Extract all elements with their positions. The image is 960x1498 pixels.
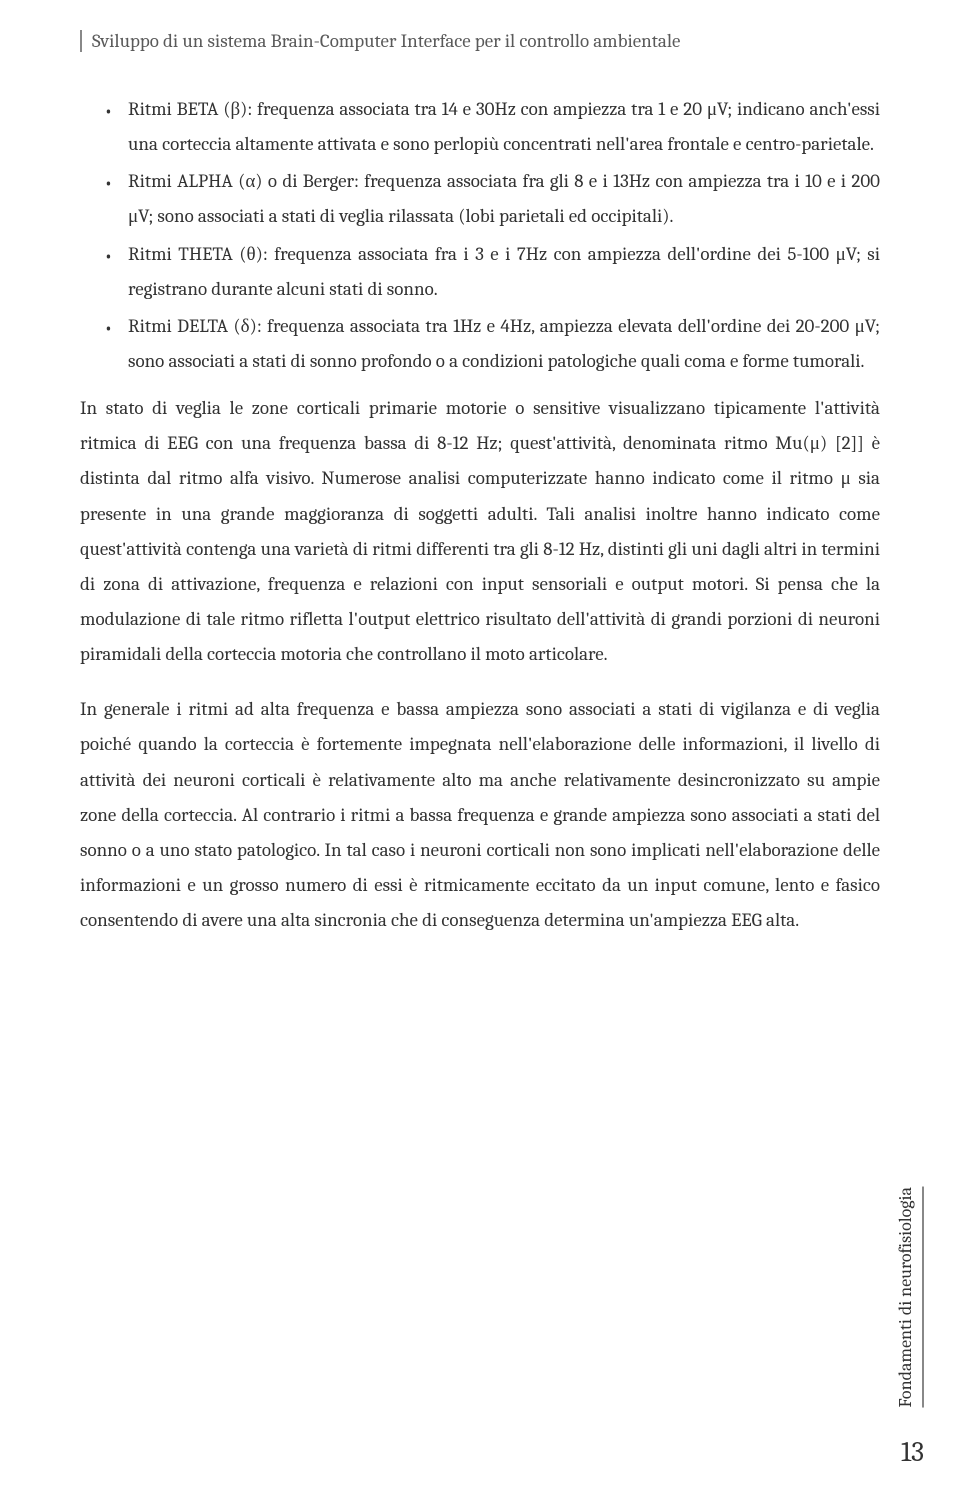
header-bar: Sviluppo di un sistema Brain-Computer In… [80, 30, 880, 52]
side-label: Fondamenti di neurofisiologia [895, 1187, 924, 1408]
header-title: Sviluppo di un sistema Brain-Computer In… [92, 30, 680, 52]
page-container: Sviluppo di un sistema Brain-Computer In… [0, 0, 960, 1498]
page-number: 13 [901, 1436, 924, 1468]
list-item: Ritmi DELTA (δ): frequenza associata tra… [128, 309, 880, 379]
paragraph-2: In generale i ritmi ad alta frequenza e … [80, 692, 880, 938]
list-item: Ritmi THETA (θ): frequenza associata fra… [128, 237, 880, 307]
content-area: Ritmi BETA (β): frequenza associata tra … [80, 92, 880, 938]
paragraph-1: In stato di veglia le zone corticali pri… [80, 391, 880, 672]
list-item: Ritmi BETA (β): frequenza associata tra … [128, 92, 880, 162]
bullet-list: Ritmi BETA (β): frequenza associata tra … [80, 92, 880, 379]
list-item: Ritmi ALPHA (α) o di Berger: frequenza a… [128, 164, 880, 234]
